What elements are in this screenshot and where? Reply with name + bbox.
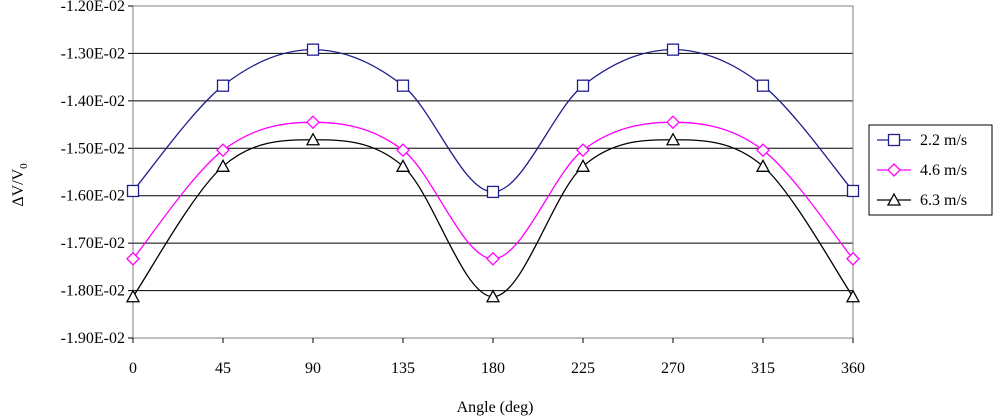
y-tick-label: -1.60E-02: [61, 188, 125, 205]
x-tick-label: 225: [571, 360, 595, 377]
y-tick-label: -1.70E-02: [61, 235, 125, 252]
marker-triangle: [665, 132, 681, 146]
x-tick-label: 0: [129, 360, 137, 377]
marker-triangle: [575, 158, 591, 172]
y-tick-label: -1.40E-02: [61, 93, 125, 110]
marker-square: [887, 133, 901, 147]
marker-diamond: [887, 163, 901, 177]
marker-triangle: [845, 289, 861, 303]
marker-triangle: [755, 158, 771, 172]
marker-square: [396, 79, 410, 92]
marker-square: [126, 184, 140, 198]
marker-diamond: [576, 143, 590, 158]
marker-diamond: [396, 143, 410, 158]
marker-diamond: [666, 115, 680, 130]
x-axis-label: Angle (deg): [457, 399, 534, 416]
marker-triangle: [215, 158, 231, 172]
series-1: [126, 115, 860, 266]
x-axis-ticks: 0 45 90 135 180 225 270 315 360: [129, 338, 865, 377]
marker-diamond: [486, 251, 500, 266]
legend-label: 2.2 m/s: [920, 132, 967, 149]
marker-triangle: [305, 132, 321, 146]
marker-square: [666, 43, 680, 56]
y-axis-ticks: -1.20E-02 -1.30E-02 -1.40E-02 -1.50E-02 -1.6…: [61, 0, 133, 347]
x-tick-label: 135: [391, 360, 415, 377]
marker-diamond: [846, 251, 860, 266]
series-2: [125, 132, 861, 303]
marker-square: [306, 43, 320, 56]
series-layer: [125, 43, 861, 303]
series-line: [132, 48, 854, 193]
legend-label: 6.3 m/s: [920, 192, 967, 209]
y-axis-label: ΔV/V0: [10, 163, 30, 207]
legend: 2.2 m/s 4.6 m/s 6.3 m/s: [868, 124, 993, 216]
marker-triangle: [485, 289, 501, 303]
series-line: [132, 139, 854, 298]
marker-triangle: [395, 158, 411, 172]
plot-area: [132, 5, 854, 339]
y-tick-label: -1.90E-02: [61, 330, 125, 347]
marker-diamond: [306, 115, 320, 130]
marker-square: [576, 79, 590, 92]
marker-square: [216, 79, 230, 92]
marker-triangle: [886, 192, 902, 206]
y-axis-label-subscript: 0: [18, 163, 30, 169]
legend-item-1: 4.6 m/s: [877, 162, 967, 179]
x-tick-label: 360: [841, 360, 865, 377]
legend-item-0: 2.2 m/s: [877, 132, 967, 149]
x-tick-label: 270: [661, 360, 685, 377]
y-tick-label: -1.30E-02: [61, 45, 125, 62]
legend-item-2: 6.3 m/s: [877, 192, 967, 209]
x-tick-label: 315: [751, 360, 775, 377]
y-tick-label: -1.50E-02: [61, 140, 125, 157]
marker-square: [846, 184, 860, 198]
marker-square: [486, 185, 500, 199]
marker-diamond: [756, 143, 770, 158]
legend-label: 4.6 m/s: [920, 162, 967, 179]
grid-lines: [133, 5, 853, 339]
y-tick-label: -1.20E-02: [61, 0, 125, 15]
y-tick-label: -1.80E-02: [61, 283, 125, 300]
x-tick-label: 90: [305, 360, 321, 377]
marker-diamond: [216, 143, 230, 158]
x-tick-label: 45: [215, 360, 231, 377]
marker-triangle: [125, 289, 141, 303]
series-0: [126, 43, 860, 199]
marker-square: [756, 79, 770, 92]
y-axis-label-main: ΔV/V: [10, 168, 27, 206]
marker-diamond: [126, 251, 140, 266]
x-tick-label: 180: [481, 360, 505, 377]
